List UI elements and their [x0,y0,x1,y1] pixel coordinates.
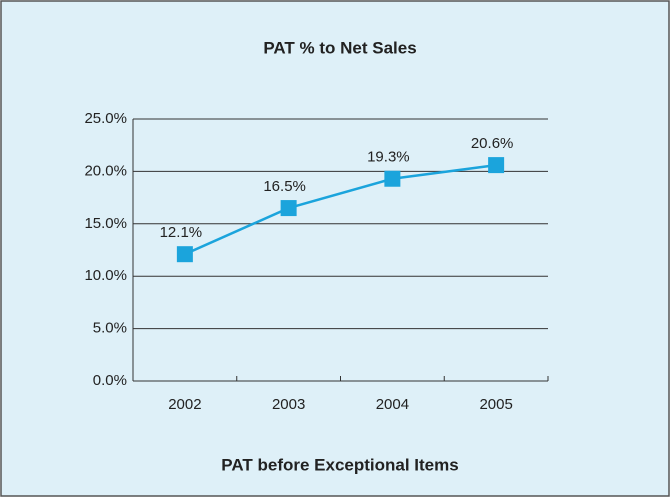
data-point [384,170,401,187]
y-tick-label: 0.0% [93,372,127,389]
data-label: 12.1% [160,224,203,241]
data-point [176,246,193,263]
x-tick-label: 2002 [168,396,201,413]
y-tick-label: 10.0% [84,267,127,284]
data-label: 19.3% [367,149,410,166]
data-label: 20.6% [471,135,514,152]
x-axis-label: PAT before Exceptional Items [221,455,458,474]
y-tick-label: 20.0% [84,162,127,179]
x-tick-label: 2005 [479,396,512,413]
data-line [184,163,497,256]
data-point [488,157,505,174]
y-tick-label: 15.0% [84,215,127,232]
y-tick-label: 5.0% [93,320,127,337]
data-label: 16.5% [263,178,306,195]
data-point [280,200,297,217]
x-tick-label: 2003 [272,396,305,413]
x-tick-label: 2004 [376,396,409,413]
y-tick-label: 25.0% [84,110,127,127]
chart-title: PAT % to Net Sales [263,38,416,57]
